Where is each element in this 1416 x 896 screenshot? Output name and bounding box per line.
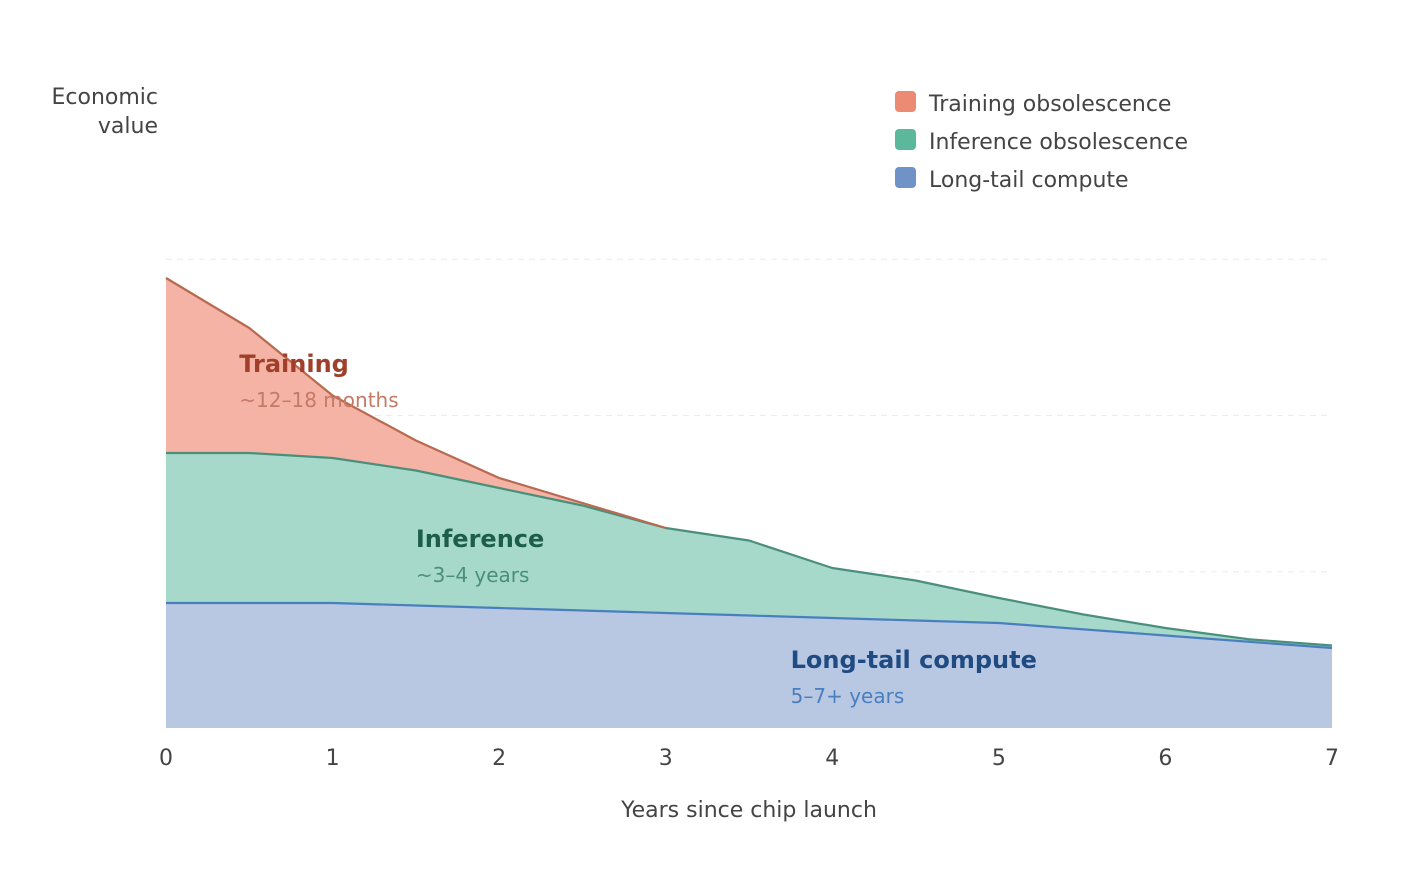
legend-swatch-long-tail-compute <box>895 167 916 188</box>
line-inference-obsolescence <box>166 451 1333 647</box>
area-inference-obsolescence <box>166 453 1332 648</box>
x-tick-label: 6 <box>1158 746 1172 771</box>
stacked-areas <box>166 278 1332 728</box>
annotation-training-title: Training <box>239 350 349 378</box>
series-lines <box>165 277 1333 650</box>
legend-swatch-inference-obsolescence <box>895 129 916 150</box>
area-long-tail-compute <box>166 603 1332 728</box>
legend-swatch-training-obsolescence <box>895 91 916 112</box>
annotation-long-tail-compute-title: Long-tail compute <box>791 646 1037 674</box>
line-long-tail-compute <box>166 601 1333 650</box>
x-tick-label: 4 <box>825 746 839 771</box>
legend-label-inference-obsolescence: Inference obsolescence <box>929 130 1188 155</box>
x-tick-label: 7 <box>1325 746 1339 771</box>
area-training-obsolescence <box>166 278 1332 646</box>
legend-label-long-tail-compute: Long-tail compute <box>929 168 1129 193</box>
legend-label-training-obsolescence: Training obsolescence <box>928 92 1171 117</box>
legend: Training obsolescence Inference obsolesce… <box>895 91 1188 193</box>
band-annotations: Training ~12–18 months Inference ~3–4 years… <box>239 350 1037 708</box>
annotation-long-tail-compute-subtitle: 5–7+ years <box>791 684 905 708</box>
x-tick-label: 5 <box>992 746 1006 771</box>
y-axis-title-line1: Economic <box>52 85 159 110</box>
annotation-inference-subtitle: ~3–4 years <box>416 563 530 587</box>
annotation-inference-title: Inference <box>416 525 544 553</box>
annotation-training-subtitle: ~12–18 months <box>239 388 398 412</box>
x-tick-label: 0 <box>159 746 173 771</box>
x-axis-ticks: 0 1 2 3 4 5 6 7 <box>159 746 1339 771</box>
x-tick-label: 1 <box>326 746 340 771</box>
y-axis-title-line2: value <box>98 114 158 139</box>
x-tick-label: 2 <box>492 746 506 771</box>
x-tick-label: 3 <box>659 746 673 771</box>
x-axis-title: Years since chip launch <box>620 798 877 823</box>
line-training-obsolescence <box>165 277 667 530</box>
